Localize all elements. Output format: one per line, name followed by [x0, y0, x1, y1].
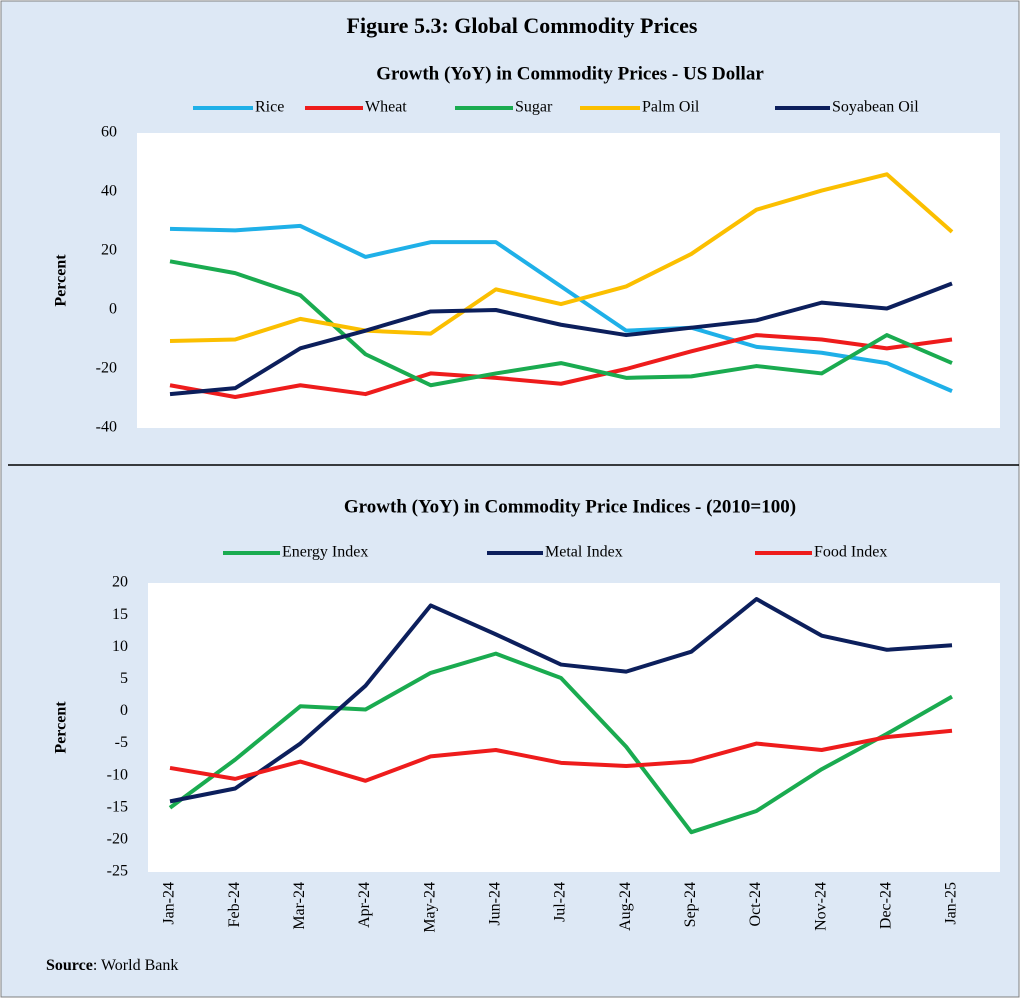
chart-title: Growth (YoY) in Commodity Prices - US Do…: [376, 63, 764, 84]
legend-label: Sugar: [515, 99, 553, 116]
line-series: [169, 597, 953, 804]
line-series: [169, 259, 953, 388]
y-tick-label: 20: [101, 242, 117, 259]
plot-area: [148, 583, 1000, 872]
y-tick-label: 20: [112, 574, 128, 591]
y-axis-label: Percent: [53, 701, 70, 754]
legend-label: Soyabean Oil: [832, 99, 919, 116]
x-tick-label: Nov-24: [812, 882, 829, 931]
y-tick-label: 0: [109, 301, 117, 318]
x-tick-label: Feb-24: [226, 882, 243, 927]
line-series: [169, 281, 953, 397]
x-tick-label: May-24: [421, 882, 438, 933]
legend-label: Wheat: [365, 99, 407, 116]
x-tick-label: Jul-24: [552, 882, 569, 922]
line-series: [169, 728, 953, 783]
y-tick-label: -10: [107, 766, 128, 783]
source-text: : World Bank: [93, 957, 179, 974]
y-tick-label: -40: [96, 419, 117, 436]
line-series: [168, 651, 953, 835]
x-tick-label: Apr-24: [356, 882, 373, 928]
x-tick-label: Mar-24: [291, 882, 308, 930]
legend-label: Rice: [255, 99, 284, 116]
y-tick-label: 5: [120, 670, 128, 687]
x-tick-label: Jun-24: [487, 882, 504, 926]
x-tick-label: Dec-24: [878, 882, 895, 929]
chart-title: Growth (YoY) in Commodity Price Indices …: [344, 496, 796, 517]
y-tick-label: -25: [107, 863, 128, 880]
y-tick-label: -20: [96, 360, 117, 377]
y-tick-label: -15: [107, 798, 128, 815]
line-series: [169, 172, 954, 343]
legend-label: Energy Index: [282, 544, 368, 561]
y-tick-label: 60: [101, 124, 117, 141]
line-series: [169, 333, 953, 400]
x-tick-label: Aug-24: [617, 882, 634, 931]
y-tick-label: 15: [112, 606, 128, 623]
y-tick-label: -20: [107, 831, 128, 848]
y-axis-label: Percent: [53, 254, 70, 307]
y-tick-label: 40: [101, 183, 117, 200]
y-tick-label: -5: [115, 734, 128, 751]
x-tick-label: Jan-25: [943, 882, 960, 925]
x-tick-label: Jan-24: [161, 882, 178, 925]
y-tick-label: 0: [120, 702, 128, 719]
x-tick-label: Oct-24: [747, 882, 764, 926]
source: Source: World Bank: [46, 957, 178, 974]
figure-title: Figure 5.3: Global Commodity Prices: [347, 13, 698, 38]
y-tick-label: 10: [112, 638, 128, 655]
line-series: [169, 223, 953, 393]
legend-label: Metal Index: [545, 544, 623, 561]
legend-label: Food Index: [814, 544, 887, 561]
x-tick-label: Sep-24: [682, 882, 699, 927]
source-label: Source: [46, 957, 93, 974]
legend-label: Palm Oil: [642, 99, 700, 116]
